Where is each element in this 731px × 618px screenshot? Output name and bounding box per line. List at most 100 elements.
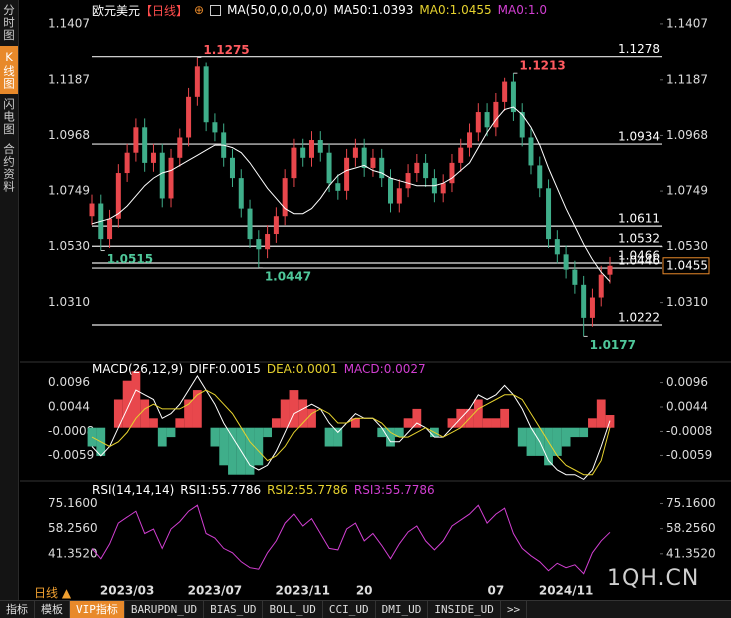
candle-body: [133, 127, 139, 153]
candle-body: [405, 173, 411, 189]
period-label: 日线: [34, 586, 59, 600]
candle-body: [212, 122, 218, 133]
macd-bar: [412, 408, 422, 428]
candle-body: [168, 157, 174, 199]
extreme-label: 1.1213: [519, 59, 565, 73]
macd-bar: [324, 427, 334, 447]
candle-body: [317, 140, 323, 153]
macd-bar: [307, 408, 316, 428]
extreme-label: 1.1275: [203, 43, 249, 57]
candle-body: [326, 152, 332, 184]
header-item: RSI2:55.7786: [267, 483, 348, 497]
candle-body: [361, 147, 367, 168]
sidebar-tab[interactable]: K线图: [0, 45, 18, 94]
y-tick-label-right: 1.0530: [666, 239, 708, 253]
last-price-label: 1.0455: [666, 258, 708, 272]
box-icon[interactable]: [210, 4, 222, 16]
candle-body: [607, 265, 613, 275]
candle-body: [238, 178, 244, 209]
x-tick-label: 2023/07: [188, 584, 242, 598]
toolbar-item[interactable]: INSIDE_UD: [428, 601, 501, 618]
candle-body: [194, 66, 200, 97]
macd-bar: [561, 427, 571, 447]
macd-bar: [544, 427, 553, 466]
candle-body: [589, 297, 595, 318]
macd-bar: [131, 371, 141, 428]
toolbar-item[interactable]: VIP指标: [70, 601, 125, 618]
macd-bar: [377, 427, 387, 438]
macd-bar: [552, 427, 562, 456]
y-tick-label-right: 1.0968: [666, 128, 708, 142]
toolbar-item[interactable]: CCI_UD: [323, 601, 376, 618]
candle-body: [124, 152, 130, 174]
candle-body: [335, 183, 341, 191]
x-tick-label: 2024/11: [539, 584, 593, 598]
candle-body: [291, 147, 297, 179]
header-item: MA50:1.0393: [333, 3, 414, 17]
toolbar-item[interactable]: 模板: [35, 601, 70, 618]
header-item: MACD(26,12,9): [92, 362, 184, 376]
candle-body: [186, 96, 192, 138]
y-tick-label-left: 75.1600: [48, 496, 98, 510]
macd-bar: [219, 427, 229, 466]
candle-body: [150, 152, 156, 163]
toolbar-item[interactable]: BARUPDN_UD: [125, 601, 205, 618]
sidebar-tab[interactable]: 分时图: [2, 4, 16, 42]
toolbar-item[interactable]: BIAS_UD: [204, 601, 264, 618]
header-item: MA0:1.0455: [419, 3, 492, 17]
candle-body: [370, 157, 376, 168]
macd-bar: [588, 418, 597, 428]
macd-bar: [166, 427, 176, 438]
candle-body: [467, 132, 473, 148]
macd-bar: [210, 427, 220, 447]
y-tick-label-left: 1.0968: [48, 128, 90, 142]
macd-bar: [228, 427, 237, 475]
y-tick-label-left: 0.0044: [48, 400, 90, 414]
y-tick-label-right: 1.1187: [666, 72, 708, 86]
candle-body: [475, 112, 481, 133]
candle-body: [282, 178, 288, 217]
level-label: 1.0532: [618, 232, 660, 246]
level-label: 1.0611: [618, 212, 660, 226]
level-label: 1.0466: [618, 248, 660, 262]
level-label: 1.0222: [618, 310, 660, 324]
candle-body: [414, 162, 420, 174]
macd-bar: [280, 399, 290, 428]
candle-body: [352, 147, 358, 158]
sidebar-tab[interactable]: 合约资料: [2, 143, 16, 193]
y-tick-label-right: 1.0310: [666, 295, 708, 309]
macd-bar: [175, 418, 185, 428]
candle-body: [537, 165, 543, 189]
period-selector[interactable]: 日线 ▲: [34, 586, 72, 600]
candle-body: [510, 81, 516, 113]
macd-bar: [491, 418, 501, 428]
candle-body: [572, 269, 578, 285]
macd-bar: [149, 418, 158, 428]
macd-bar: [596, 399, 606, 428]
header-item: MA0:1.0: [497, 3, 547, 17]
add-icon[interactable]: ⊕: [194, 3, 205, 17]
candle-body: [440, 183, 446, 194]
toolbar-item[interactable]: DMI_UD: [376, 601, 429, 618]
candle-body: [177, 137, 183, 158]
macd-bar: [526, 427, 536, 456]
last-price-box: [662, 257, 710, 275]
header-item: DEA:0.0001: [266, 362, 338, 376]
sidebar-tab[interactable]: 闪电图: [2, 97, 16, 136]
macd-bar: [122, 380, 132, 428]
toolbar-item[interactable]: BOLL_UD: [263, 601, 323, 618]
y-tick-label-right: -0.0059: [666, 448, 712, 462]
diff-line: [91, 375, 611, 481]
y-tick-label-left: -0.0059: [48, 448, 94, 462]
toolbar-item[interactable]: 指标: [0, 601, 35, 618]
candle-body: [554, 239, 560, 255]
watermark: 1QH.CN: [607, 566, 700, 591]
y-tick-label-left: 1.1407: [48, 16, 90, 30]
x-tick-label: 2023/03: [100, 584, 154, 598]
y-tick-label-right: -0.0008: [666, 424, 712, 438]
toolbar-item[interactable]: >>: [501, 601, 528, 618]
candle-body: [519, 112, 525, 138]
candle-body: [229, 157, 235, 179]
header-item: RSI1:55.7786: [180, 483, 262, 497]
